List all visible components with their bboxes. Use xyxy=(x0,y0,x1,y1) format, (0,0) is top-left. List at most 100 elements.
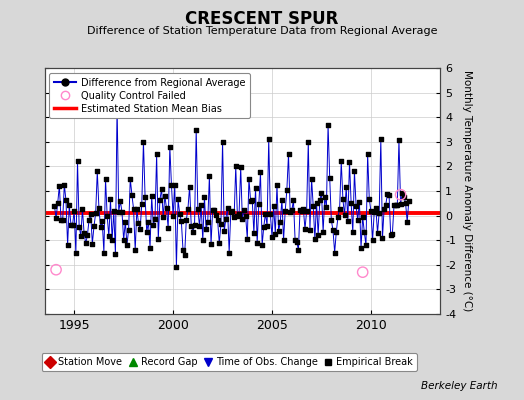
Point xyxy=(62,197,70,204)
Point xyxy=(401,200,410,206)
Point xyxy=(78,206,86,213)
Point xyxy=(266,211,275,218)
Point xyxy=(210,207,219,214)
Point xyxy=(305,226,314,233)
Point xyxy=(166,144,174,150)
Point xyxy=(151,216,159,222)
Point xyxy=(255,201,263,207)
Point xyxy=(276,219,285,225)
Point xyxy=(347,200,355,206)
Point xyxy=(253,240,261,246)
Point xyxy=(180,252,189,258)
Point xyxy=(108,236,116,243)
Point xyxy=(121,218,129,225)
Point xyxy=(190,222,199,229)
Point xyxy=(50,203,59,209)
Point xyxy=(332,228,341,235)
Point xyxy=(256,169,265,176)
Point xyxy=(162,205,171,212)
Point xyxy=(390,202,398,209)
Point xyxy=(355,198,364,205)
Point xyxy=(304,138,312,145)
Point xyxy=(116,198,125,204)
Legend: Difference from Regional Average, Quality Control Failed, Estimated Station Mean: Difference from Regional Average, Qualit… xyxy=(49,73,250,118)
Point xyxy=(302,208,311,214)
Y-axis label: Monthly Temperature Anomaly Difference (°C): Monthly Temperature Anomaly Difference (… xyxy=(462,70,472,312)
Point xyxy=(80,230,88,237)
Point xyxy=(383,191,391,198)
Point xyxy=(143,229,151,235)
Point xyxy=(57,217,65,224)
Point xyxy=(177,218,185,225)
Point xyxy=(269,203,278,210)
Point xyxy=(209,206,217,213)
Point xyxy=(357,244,365,251)
Point xyxy=(377,136,385,142)
Point xyxy=(161,193,169,199)
Point xyxy=(98,218,106,224)
Point xyxy=(354,217,362,223)
Point xyxy=(139,138,148,145)
Point xyxy=(370,209,378,215)
Point xyxy=(378,235,387,241)
Point xyxy=(335,206,344,212)
Point xyxy=(185,183,194,190)
Point xyxy=(60,181,69,188)
Point xyxy=(167,182,176,188)
Point xyxy=(92,210,100,217)
Point xyxy=(324,121,332,128)
Point xyxy=(275,228,283,234)
Point xyxy=(131,247,139,254)
Point xyxy=(110,208,118,215)
Point xyxy=(225,249,233,256)
Point xyxy=(134,220,143,226)
Point xyxy=(52,266,60,273)
Point xyxy=(364,151,372,157)
Point xyxy=(334,214,342,220)
Point xyxy=(385,192,393,198)
Point xyxy=(202,226,210,233)
Point xyxy=(337,158,345,165)
Point xyxy=(396,201,405,208)
Point xyxy=(93,168,102,174)
Point xyxy=(317,190,325,196)
Point xyxy=(82,240,90,246)
Point xyxy=(309,203,318,210)
Point xyxy=(138,200,146,207)
Point xyxy=(172,264,181,270)
Legend: Station Move, Record Gap, Time of Obs. Change, Empirical Break: Station Move, Record Gap, Time of Obs. C… xyxy=(41,353,417,371)
Point xyxy=(95,205,103,212)
Point xyxy=(75,224,83,230)
Point xyxy=(388,231,397,237)
Point xyxy=(88,240,96,247)
Point xyxy=(220,228,228,234)
Text: Berkeley Earth: Berkeley Earth xyxy=(421,381,498,391)
Point xyxy=(375,209,384,216)
Point xyxy=(233,213,242,219)
Point xyxy=(289,197,298,204)
Point xyxy=(365,196,374,202)
Point xyxy=(157,186,166,192)
Point xyxy=(319,228,328,235)
Point xyxy=(258,242,266,248)
Point xyxy=(147,193,156,200)
Point xyxy=(70,208,79,214)
Point xyxy=(59,217,67,224)
Point xyxy=(331,249,339,256)
Point xyxy=(308,176,316,182)
Point xyxy=(159,214,167,220)
Point xyxy=(315,197,324,203)
Point xyxy=(358,269,367,275)
Point xyxy=(339,196,347,202)
Point xyxy=(90,223,98,230)
Point xyxy=(149,222,158,228)
Point xyxy=(52,215,60,222)
Point xyxy=(146,244,154,251)
Point xyxy=(152,151,161,157)
Point xyxy=(238,216,246,222)
Point xyxy=(296,206,304,213)
Point xyxy=(261,210,270,217)
Point xyxy=(189,228,197,235)
Point xyxy=(192,126,200,133)
Point xyxy=(187,222,195,229)
